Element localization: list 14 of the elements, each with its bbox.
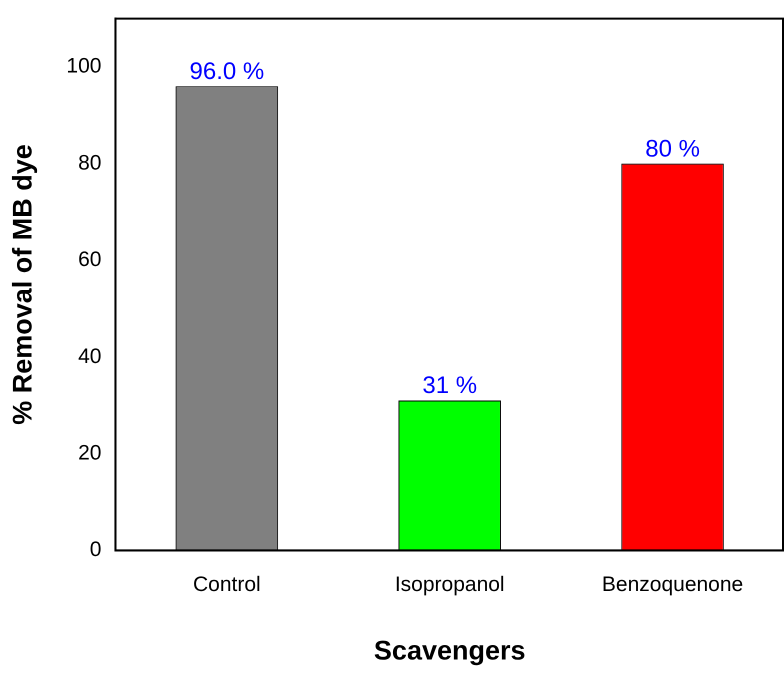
- x-tick-label: Control: [193, 572, 261, 596]
- data-label: 80 %: [645, 135, 700, 162]
- x-axis-title: Scavengers: [374, 635, 526, 666]
- data-label: 31 %: [422, 372, 478, 400]
- y-axis-title: % Removal of MB dye: [8, 144, 38, 425]
- y-tick-label: 0: [90, 538, 102, 562]
- y-tick-label: 40: [78, 344, 102, 368]
- y-tick-label: 20: [78, 442, 102, 465]
- y-tick-label: 100: [66, 54, 102, 78]
- x-tick-label: Benzoquenone: [602, 572, 744, 596]
- x-tick-label: Isopropanol: [394, 572, 505, 596]
- y-tick-label: 80: [78, 151, 102, 174]
- y-tick-label: 60: [78, 248, 102, 272]
- data-label: 96.0 %: [190, 58, 264, 85]
